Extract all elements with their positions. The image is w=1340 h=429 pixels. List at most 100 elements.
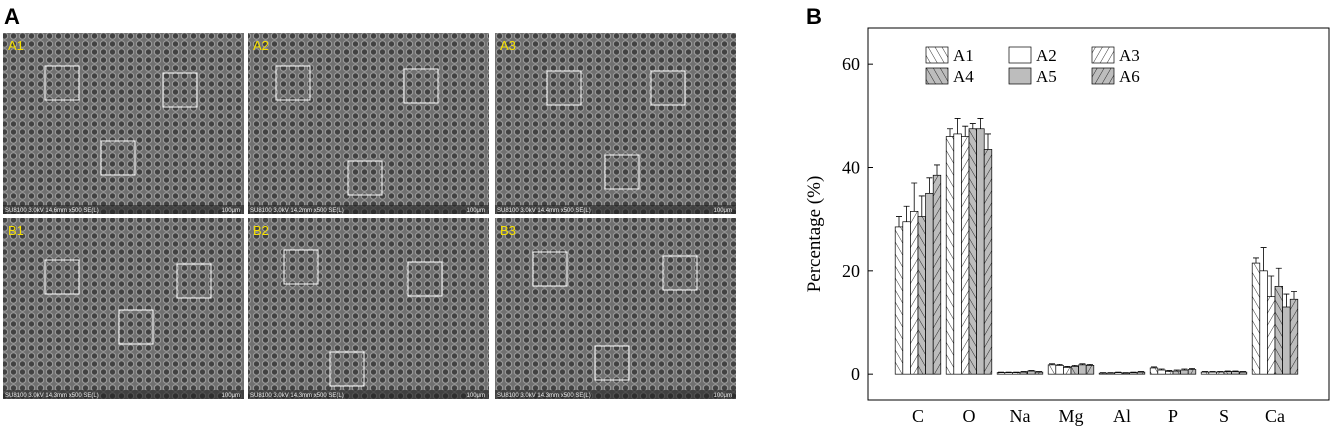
- bar: [1004, 372, 1013, 375]
- error-bar: [1122, 372, 1129, 374]
- scale-label: 100μm: [222, 208, 240, 214]
- bar: [1106, 372, 1115, 375]
- bar-hatch: [997, 372, 1005, 375]
- error-bar: [998, 371, 1004, 373]
- bar-hatch: [1224, 371, 1232, 375]
- bar-hatch: [1012, 372, 1020, 375]
- error-bar: [1268, 275, 1275, 297]
- bar-hatch: [1267, 296, 1275, 375]
- micrograph: [3, 218, 244, 399]
- shading: [495, 218, 736, 399]
- micrograph-label: A1: [8, 38, 24, 53]
- scale-label: 100μm: [714, 393, 732, 399]
- legend-swatch: [1008, 67, 1032, 85]
- bar: [1027, 370, 1036, 375]
- error-bar: [1181, 368, 1188, 371]
- error-bar: [926, 177, 933, 194]
- roi-box: [594, 345, 630, 381]
- micrograph-label: B2: [253, 223, 269, 238]
- error-bar: [1005, 371, 1012, 373]
- legend-hatch: [1092, 68, 1114, 84]
- bar: [1078, 364, 1087, 375]
- y-axis-label: Percentage (%): [804, 176, 825, 293]
- bar-hatch: [1201, 372, 1209, 375]
- bar-hatch: [895, 226, 903, 375]
- roi-box: [275, 65, 311, 101]
- legend-label: A6: [1119, 67, 1140, 86]
- error-bar: [1224, 370, 1231, 372]
- error-bar: [1260, 247, 1267, 271]
- bar-hatch: [1048, 364, 1056, 375]
- info-bar: [248, 390, 489, 399]
- error-bar: [1173, 369, 1180, 372]
- panel-label: A: [4, 4, 20, 29]
- bar: [953, 133, 962, 375]
- bar-hatch: [1099, 373, 1107, 375]
- error-bar: [934, 164, 940, 176]
- shading: [3, 218, 244, 399]
- x-tick-label: Mg: [1058, 406, 1083, 426]
- error-bar: [1189, 368, 1195, 370]
- bar-hatch: [1122, 373, 1130, 375]
- scale-label: 100μm: [467, 208, 485, 214]
- y-tick-label: 40: [842, 158, 860, 178]
- y-tick-label: 20: [842, 261, 860, 281]
- error-bar: [1283, 293, 1290, 307]
- micrograph-caption: SU8100 3.0kV 14.3mm x500 SE(L): [250, 393, 344, 399]
- error-bar: [1202, 371, 1208, 373]
- micrograph: [495, 33, 736, 214]
- error-bar: [1087, 363, 1093, 366]
- info-bar: [3, 205, 244, 214]
- micrograph: [495, 218, 736, 399]
- error-bar: [1020, 371, 1027, 373]
- roi-box: [329, 351, 365, 387]
- bar-hatch: [1086, 365, 1094, 375]
- error-bar: [911, 182, 918, 212]
- micrograph-caption: SU8100 3.0kV 14.2mm x500 SE(L): [250, 208, 344, 214]
- error-bar: [1130, 371, 1137, 373]
- legend-label: A3: [1119, 46, 1140, 65]
- bar-hatch: [1137, 372, 1145, 375]
- error-bar: [1064, 366, 1071, 368]
- x-tick-label: P: [1168, 406, 1178, 426]
- roi-box: [407, 261, 443, 297]
- micrograph: [248, 33, 489, 214]
- bar: [1282, 306, 1291, 375]
- micrograph-grid: A1 SU8100 3.0kV 14.6mm x500 SE(L) 100μm A2 S…: [3, 33, 736, 399]
- legend-hatch: [926, 68, 948, 84]
- x-tick-label: Na: [1010, 406, 1031, 426]
- bar-hatch: [1275, 286, 1283, 375]
- micrograph-caption: SU8100 3.0kV 14.3mm x500 SE(L): [497, 393, 591, 399]
- error-bar: [1158, 368, 1165, 371]
- roi-box: [403, 68, 439, 104]
- roi-box: [283, 249, 319, 285]
- x-tick-label: S: [1219, 406, 1229, 426]
- bar-hatch: [1216, 372, 1224, 375]
- micrograph-label: B3: [500, 223, 516, 238]
- roi-box: [100, 140, 136, 176]
- bar-hatch: [984, 149, 992, 375]
- error-bar: [1209, 371, 1216, 373]
- roi-box: [44, 65, 80, 101]
- bar-hatch: [946, 136, 954, 375]
- info-bar: [3, 390, 244, 399]
- x-tick-label: Al: [1113, 406, 1131, 426]
- micrograph-caption: SU8100 3.0kV 14.6mm x500 SE(L): [5, 208, 99, 214]
- legend-label: A5: [1036, 67, 1057, 86]
- bar-hatch: [1071, 366, 1079, 375]
- bar-hatch: [961, 136, 969, 375]
- legend-label: A1: [953, 46, 974, 65]
- error-bar: [1253, 257, 1259, 264]
- error-bar: [1036, 371, 1042, 373]
- scale-label: 100μm: [467, 393, 485, 399]
- legend-label: A2: [1036, 46, 1057, 65]
- error-bar: [1151, 366, 1157, 368]
- bar: [976, 128, 985, 375]
- error-bar: [896, 216, 902, 227]
- legend-swatch: [1008, 46, 1032, 64]
- micrograph-caption: SU8100 3.0kV 14.3mm x500 SE(L): [5, 393, 99, 399]
- roi-box: [662, 255, 698, 291]
- micrograph: [248, 218, 489, 399]
- error-bar: [1100, 372, 1106, 374]
